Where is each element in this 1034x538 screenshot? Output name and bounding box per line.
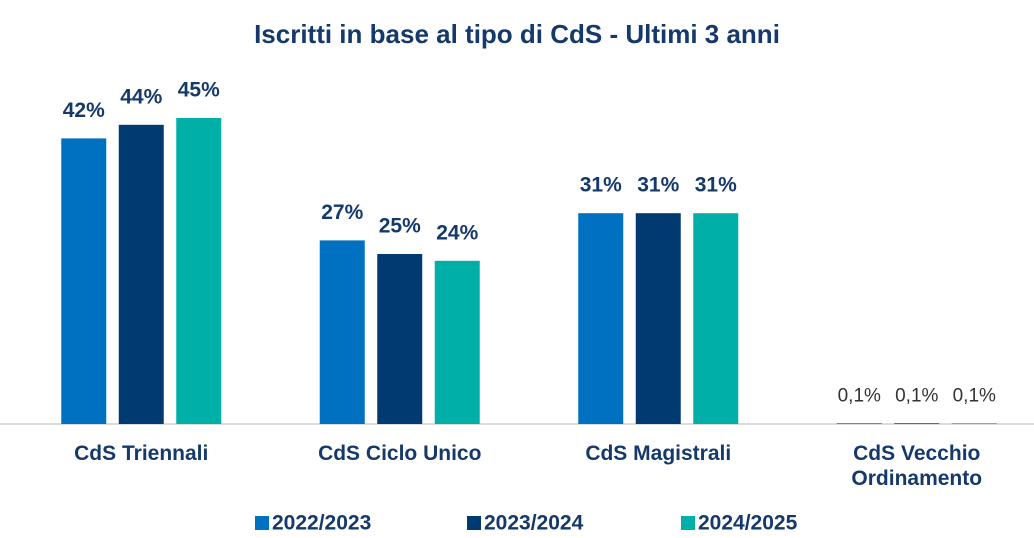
bar xyxy=(693,213,739,424)
bar xyxy=(377,254,423,424)
x-tick-label: CdS Vecchio Ordinamento xyxy=(851,442,983,490)
bar xyxy=(319,240,365,424)
data-label: 31% xyxy=(637,174,679,197)
chart-title: Iscritti in base al tipo di CdS - Ultimi… xyxy=(254,19,780,49)
data-label: 0,1% xyxy=(953,385,996,406)
data-label: 0,1% xyxy=(895,385,938,406)
legend-label: 2022/2023 xyxy=(272,512,371,535)
data-label: 31% xyxy=(580,174,622,197)
bar xyxy=(118,124,164,425)
bar xyxy=(578,213,624,424)
x-tick-label: CdS Magistrali xyxy=(585,442,732,465)
legend-swatch xyxy=(681,516,695,530)
data-label: 0,1% xyxy=(838,385,881,406)
data-label: 31% xyxy=(695,174,737,197)
data-label: 45% xyxy=(178,79,220,102)
legend-swatch xyxy=(467,516,481,530)
data-label: 24% xyxy=(436,221,478,244)
bar xyxy=(61,138,107,424)
x-tick-label: CdS Triennali xyxy=(74,442,209,465)
bar xyxy=(951,423,997,424)
bar xyxy=(434,260,480,424)
bar xyxy=(836,423,882,424)
data-label: 42% xyxy=(63,99,105,122)
bar xyxy=(635,213,681,424)
legend-label: 2024/2025 xyxy=(698,512,798,535)
x-tick-label: CdS Ciclo Unico xyxy=(318,442,482,465)
data-label: 44% xyxy=(120,85,162,108)
legend-label: 2023/2024 xyxy=(484,512,584,535)
data-label: 27% xyxy=(321,201,363,224)
data-label: 25% xyxy=(379,215,421,238)
bar xyxy=(894,423,940,424)
bar xyxy=(176,118,222,424)
legend-swatch xyxy=(255,516,269,530)
